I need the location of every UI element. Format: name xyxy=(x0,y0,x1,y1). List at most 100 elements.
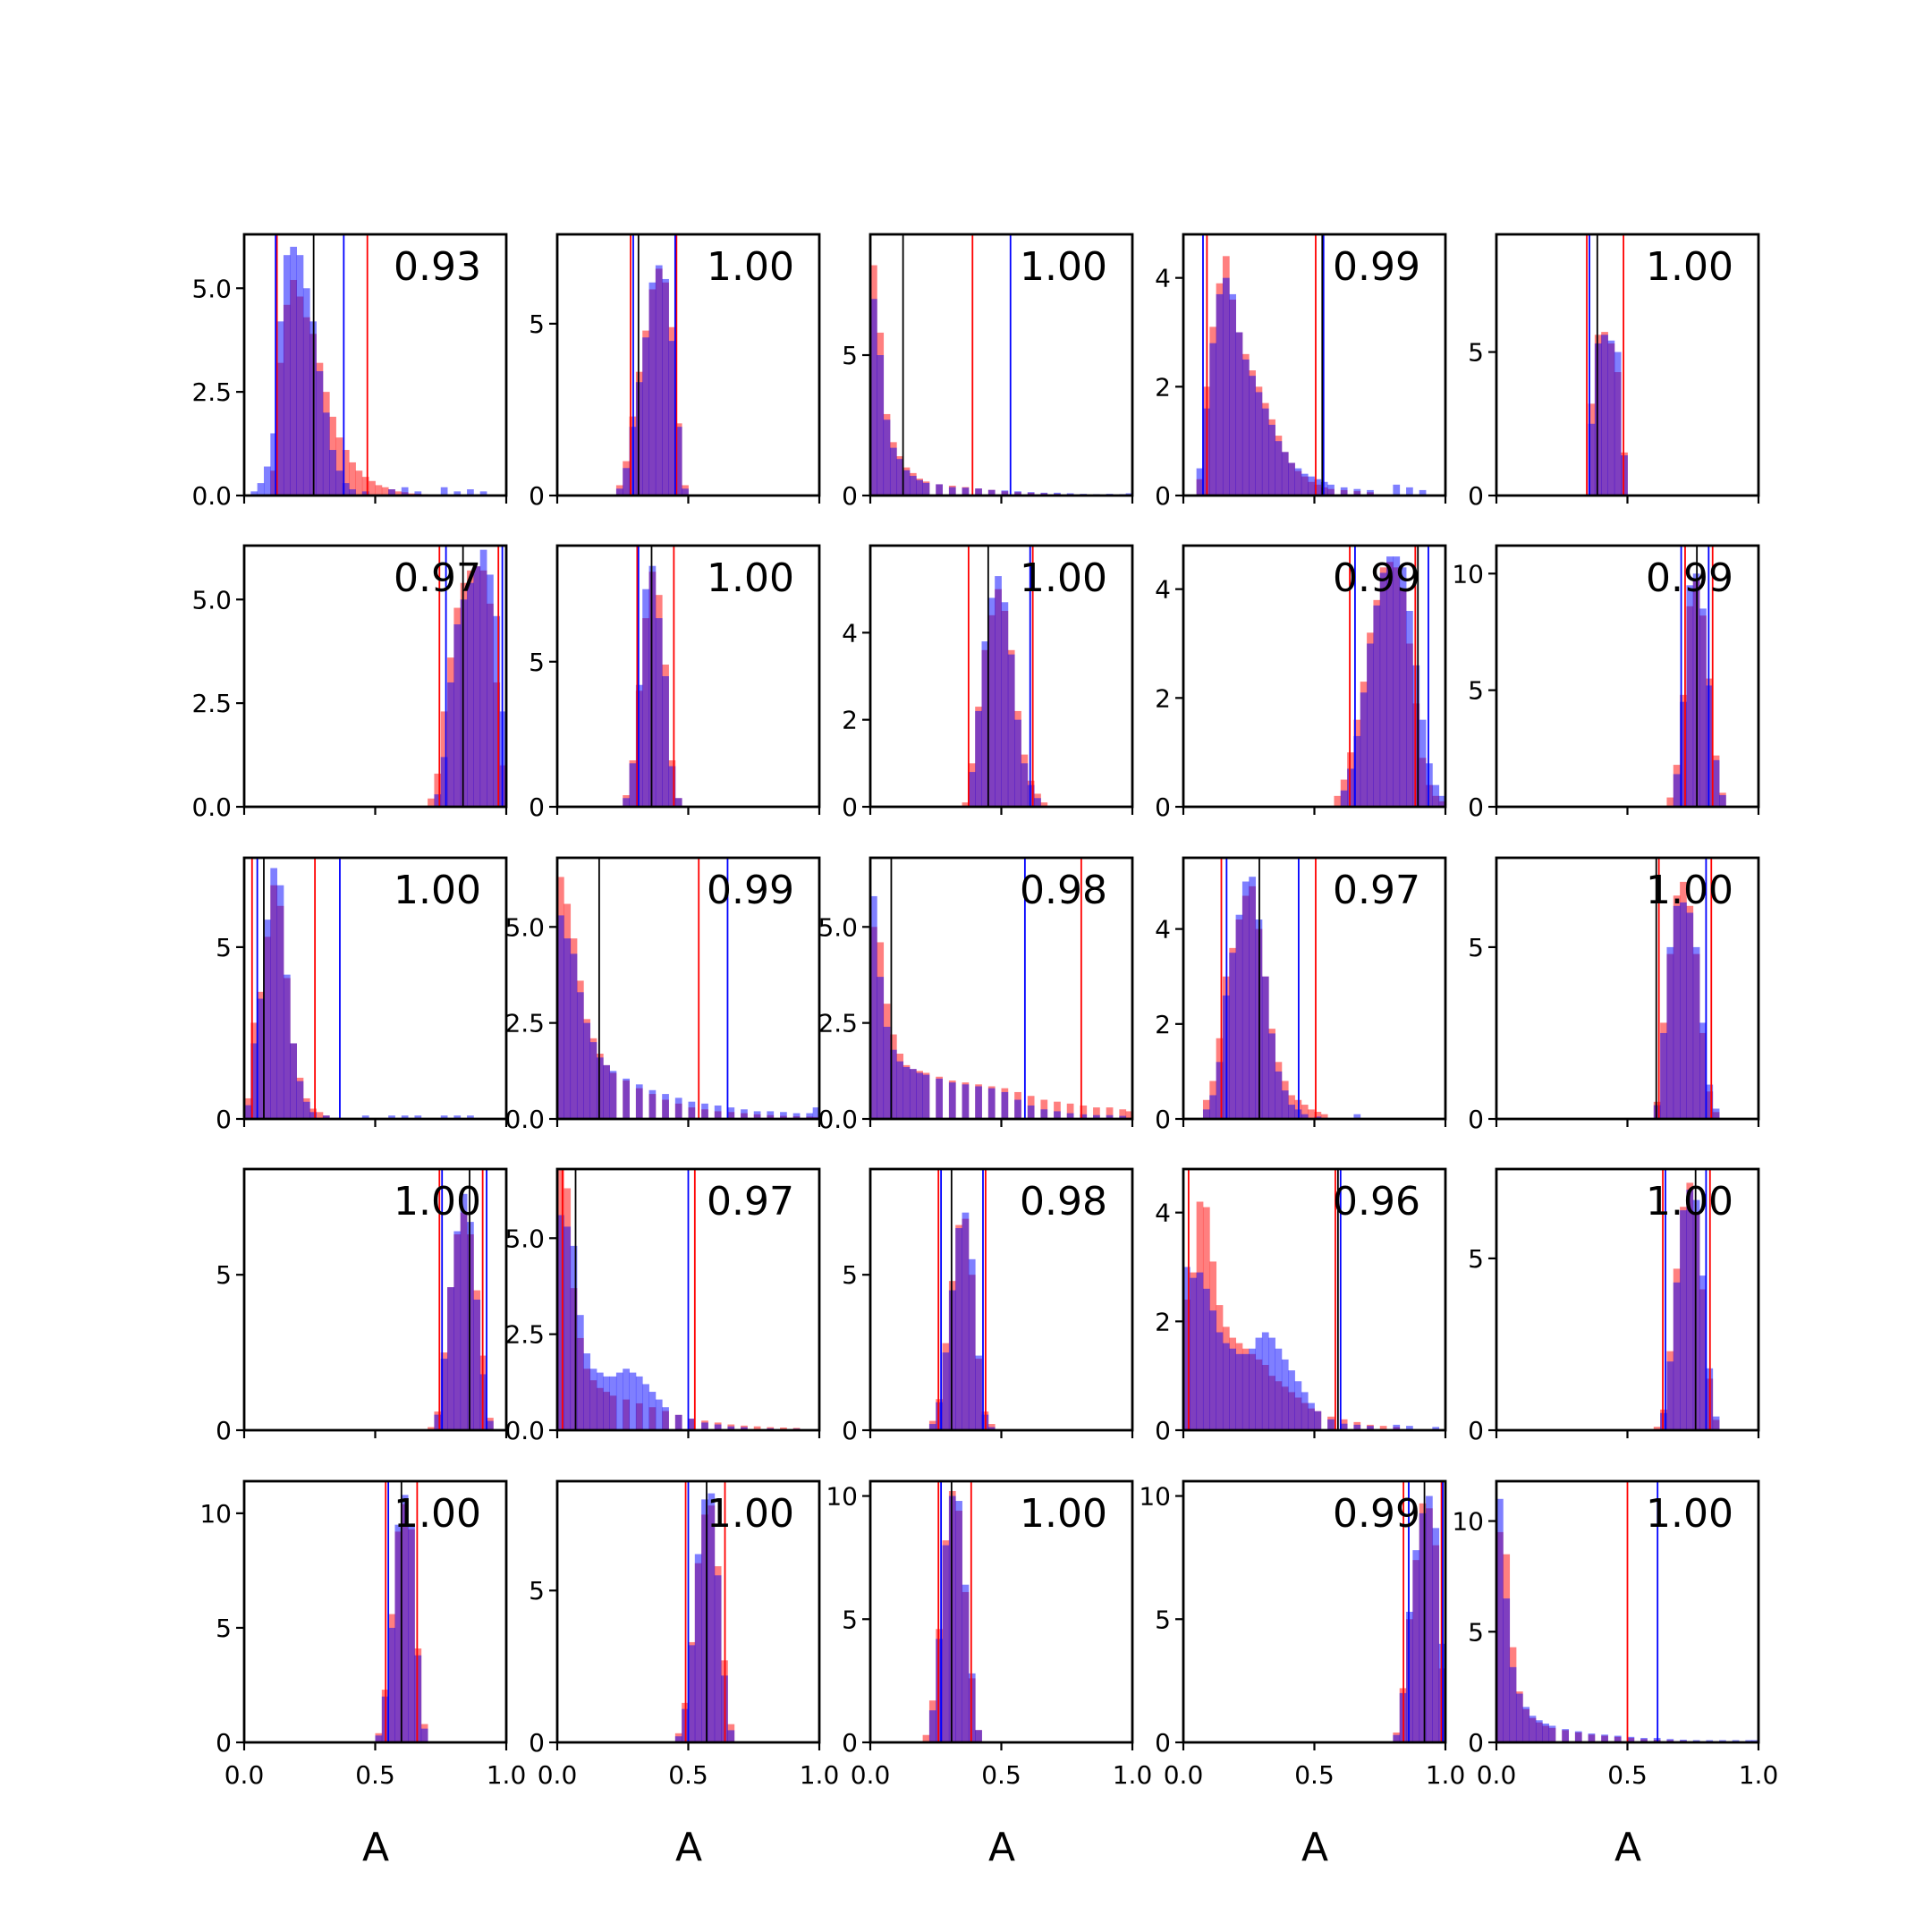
histogram-bar-blue xyxy=(936,1078,943,1119)
panel-r1-c4: 0 2 4 0.99 xyxy=(1155,233,1447,511)
histogram-bar-blue xyxy=(655,265,663,496)
histogram-bar-blue xyxy=(948,1290,956,1430)
plot-area xyxy=(1496,1481,1758,1742)
y-tick-label: 10 xyxy=(199,1499,232,1529)
histogram-bar-red xyxy=(780,1427,787,1430)
histogram-bar-blue xyxy=(936,484,943,496)
histogram-bar-blue xyxy=(1066,1113,1074,1119)
y-tick-label: 0 xyxy=(1468,481,1484,511)
histogram-bar-blue xyxy=(922,1074,930,1119)
histogram-bar-blue xyxy=(1666,946,1674,1119)
correlation-label: 0.99 xyxy=(1646,555,1733,601)
histogram-bar-blue xyxy=(290,246,297,496)
histogram-bar-blue xyxy=(701,1103,708,1119)
plot-area xyxy=(1666,546,1726,807)
histogram-bar-blue xyxy=(1301,1114,1309,1119)
histogram-bar-blue xyxy=(394,1524,402,1742)
histogram-bar-blue xyxy=(955,1501,962,1742)
histogram-bar-blue xyxy=(909,476,917,496)
histogram-bar-blue xyxy=(688,1645,696,1742)
histogram-bar-red xyxy=(381,487,389,496)
histogram-bar-blue xyxy=(1699,1022,1707,1119)
histogram-bar-blue xyxy=(1406,487,1413,496)
y-tick-label: 0 xyxy=(1155,481,1171,511)
histogram-bar-blue xyxy=(962,1212,970,1430)
histogram-bar-blue xyxy=(1706,685,1714,807)
histogram-bar-blue xyxy=(1412,665,1420,807)
plot-area xyxy=(674,1481,735,1742)
histogram-bar-blue xyxy=(902,1067,911,1119)
histogram-bar-blue xyxy=(596,1372,604,1430)
histogram-bar-blue xyxy=(1196,1272,1204,1430)
histogram-bar-blue xyxy=(623,798,630,807)
y-tick-label: 0 xyxy=(1155,1416,1171,1445)
histogram-bar-blue xyxy=(276,885,284,1119)
histogram-bar-blue xyxy=(440,487,448,496)
histogram-bar-blue xyxy=(283,255,291,496)
histogram-bar-blue xyxy=(1261,976,1269,1119)
histogram-bar-blue xyxy=(487,574,494,807)
x-tick-label: 1.0 xyxy=(1426,1760,1466,1790)
histogram-bar-blue xyxy=(1673,905,1681,1119)
histogram-bar-blue xyxy=(1183,1267,1191,1430)
histogram-bar-red xyxy=(355,470,363,496)
panel-r1-c1: 0.0 2.5 5.0 0.93 xyxy=(191,233,508,511)
histogram-bar-blue xyxy=(975,1730,982,1742)
correlation-label: 0.99 xyxy=(707,868,794,913)
histogram-bar-red xyxy=(394,491,402,496)
histogram-bar-blue xyxy=(942,1545,950,1742)
histogram-bar-blue xyxy=(1209,1310,1217,1430)
histogram-bar-blue xyxy=(928,1710,936,1742)
histogram-bar-blue xyxy=(473,1300,481,1430)
histogram-bar-blue xyxy=(870,895,877,1119)
y-tick-label: 0 xyxy=(1468,1416,1484,1445)
histogram-bar-blue xyxy=(570,1245,578,1430)
panel-r1-c5: 051.00 xyxy=(1468,233,1760,511)
histogram-bar-blue xyxy=(1241,881,1250,1119)
histogram-bar-blue xyxy=(936,1639,943,1742)
y-tick-label: 2 xyxy=(1155,1010,1171,1039)
histogram-bar-blue xyxy=(981,641,989,807)
histogram-bar-blue xyxy=(1562,1729,1569,1742)
histogram-bar-blue xyxy=(322,1115,330,1119)
histogram-bar-blue xyxy=(1522,1707,1530,1742)
plot-area xyxy=(1653,858,1720,1119)
histogram-bar-blue xyxy=(361,491,369,496)
histogram-bar-blue xyxy=(623,468,630,496)
histogram-bar-blue xyxy=(257,998,265,1119)
histogram-bar-blue xyxy=(1235,1353,1243,1430)
histogram-bar-red xyxy=(375,485,383,496)
histogram-bar-blue xyxy=(889,447,897,496)
histogram-bar-blue xyxy=(329,450,336,496)
histogram-bar-blue xyxy=(1496,1498,1504,1742)
correlation-label: 1.00 xyxy=(707,555,794,601)
histogram-bar-blue xyxy=(1202,1109,1210,1119)
histogram-bar-blue xyxy=(1235,332,1243,496)
histogram-bar-blue xyxy=(1601,335,1608,496)
plot-area xyxy=(1653,1169,1720,1430)
histogram-bar-blue xyxy=(1216,293,1224,496)
histogram-bar-blue xyxy=(1275,1071,1283,1119)
panel-r3-c4: 0 2 4 0.97 xyxy=(1155,856,1447,1134)
histogram-bar-blue xyxy=(623,1368,630,1430)
histogram-bar-blue xyxy=(1588,423,1596,496)
x-tick-label: 1.0 xyxy=(1113,1760,1153,1790)
histogram-bar-blue xyxy=(1014,491,1021,496)
histogram-bar-blue xyxy=(642,1384,649,1430)
histogram-bar-blue xyxy=(1680,1740,1687,1742)
histogram-bar-blue xyxy=(270,868,278,1119)
y-tick-label: 0 xyxy=(1155,792,1171,822)
histogram-bar-blue xyxy=(1412,1550,1420,1742)
correlation-label: 1.00 xyxy=(707,1491,794,1537)
histogram-bar-blue xyxy=(1308,476,1315,496)
histogram-bar-blue xyxy=(434,794,442,807)
histogram-bar-blue xyxy=(1235,914,1243,1119)
histogram-bar-blue xyxy=(648,282,657,496)
histogram-bar-blue xyxy=(1548,1725,1556,1742)
y-tick-label: 5 xyxy=(1468,338,1484,368)
histogram-bar-blue xyxy=(662,676,669,807)
histogram-bar-blue xyxy=(335,470,343,496)
histogram-bar-blue xyxy=(1261,1332,1269,1430)
histogram-bar-blue xyxy=(447,682,454,807)
histogram-bar-blue xyxy=(1360,692,1368,807)
